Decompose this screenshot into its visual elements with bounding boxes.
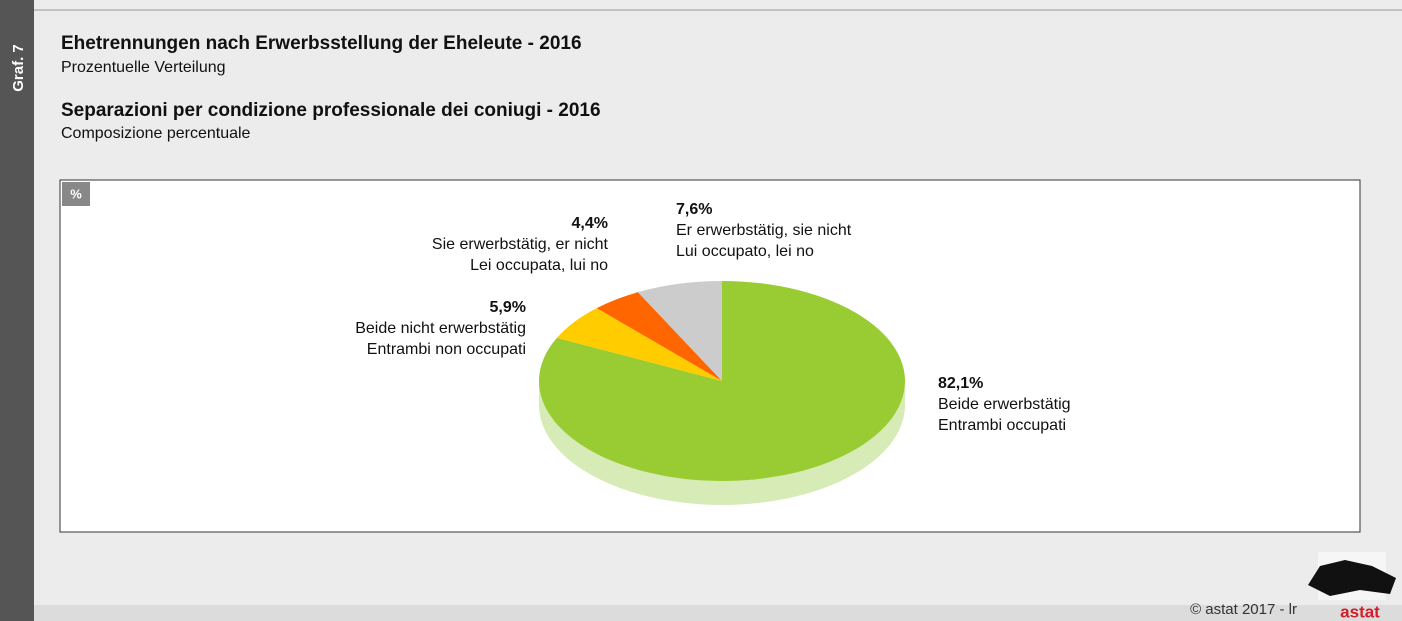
logo-map bbox=[1308, 560, 1396, 596]
side-label: Graf. 7 bbox=[10, 44, 27, 92]
slice-label: Entrambi occupati bbox=[938, 417, 1066, 434]
slice-label: Beide erwerbstätig bbox=[938, 396, 1071, 413]
slice-label: Lei occupata, lui no bbox=[470, 257, 608, 274]
pie-side bbox=[539, 381, 905, 505]
chart-title: Ehetrennungen nach Erwerbsstellung der E… bbox=[61, 33, 582, 54]
footer-band bbox=[34, 605, 1402, 621]
slice-label: Entrambi non occupati bbox=[367, 341, 526, 358]
pie-slice bbox=[637, 281, 722, 381]
slice-label: Beide nicht erwerbstätig bbox=[355, 320, 526, 337]
slice-label: Sie erwerbstätig, er nicht bbox=[432, 236, 609, 253]
value-label: 82,1% bbox=[938, 375, 983, 392]
copyright: © astat 2017 - lr bbox=[1190, 601, 1297, 618]
value-label: 5,9% bbox=[490, 299, 526, 316]
value-label: 7,6% bbox=[676, 201, 712, 218]
chart-title-it: Separazioni per condizione professionale… bbox=[61, 100, 601, 121]
logo-text: astat bbox=[1340, 602, 1380, 621]
unit-label: % bbox=[70, 186, 82, 201]
value-label: 4,4% bbox=[572, 215, 608, 232]
side-bar bbox=[0, 0, 34, 621]
slice-label: Er erwerbstätig, sie nicht bbox=[676, 222, 852, 239]
chart-subtitle: Prozentuelle Verteilung bbox=[61, 59, 226, 76]
slice-label: Lui occupato, lei no bbox=[676, 243, 814, 260]
unit-box bbox=[62, 182, 90, 206]
pie-slice bbox=[596, 292, 722, 381]
chart-subtitle-it: Composizione percentuale bbox=[61, 125, 251, 142]
pie-slice bbox=[556, 308, 722, 381]
